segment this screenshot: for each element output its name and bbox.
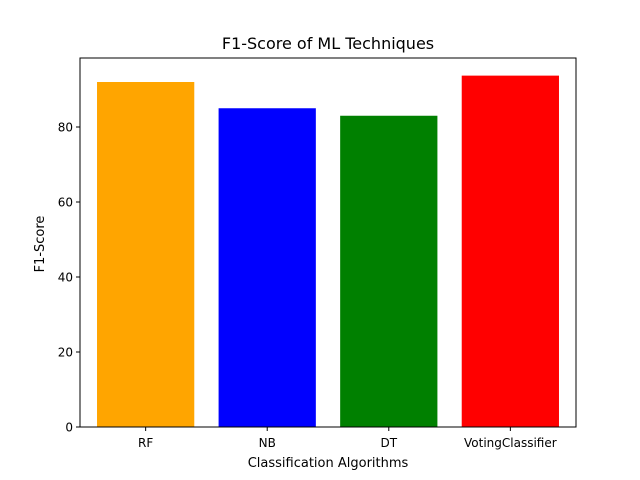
x-tick-label-nb: NB [259, 436, 276, 450]
bar-votingclassifier [461, 75, 559, 427]
y-tick-label-20: 20 [58, 346, 73, 360]
y-tick-label-60: 60 [58, 196, 73, 210]
y-tick-label-40: 40 [58, 271, 73, 285]
bar-dt [340, 115, 438, 427]
bar-nb [218, 108, 316, 427]
bars-group [97, 75, 559, 427]
y-axis-label: F1-Score [33, 216, 48, 273]
plot-frame [79, 57, 577, 428]
chart-title: F1-Score of ML Techniques [222, 34, 434, 53]
x-tick-label-rf: RF [138, 436, 153, 450]
x-tick-label-votingclassifier: VotingClassifier [464, 436, 557, 450]
y-tick-label-0: 0 [65, 421, 73, 435]
y-tick-label-80: 80 [58, 121, 73, 135]
x-tick-label-dt: DT [380, 436, 397, 450]
bar-rf [97, 82, 195, 427]
axes-group: 0 20 40 60 80 RF NB DT VotingClassifier [58, 57, 577, 450]
x-axis-label: Classification Algorithms [248, 456, 409, 471]
